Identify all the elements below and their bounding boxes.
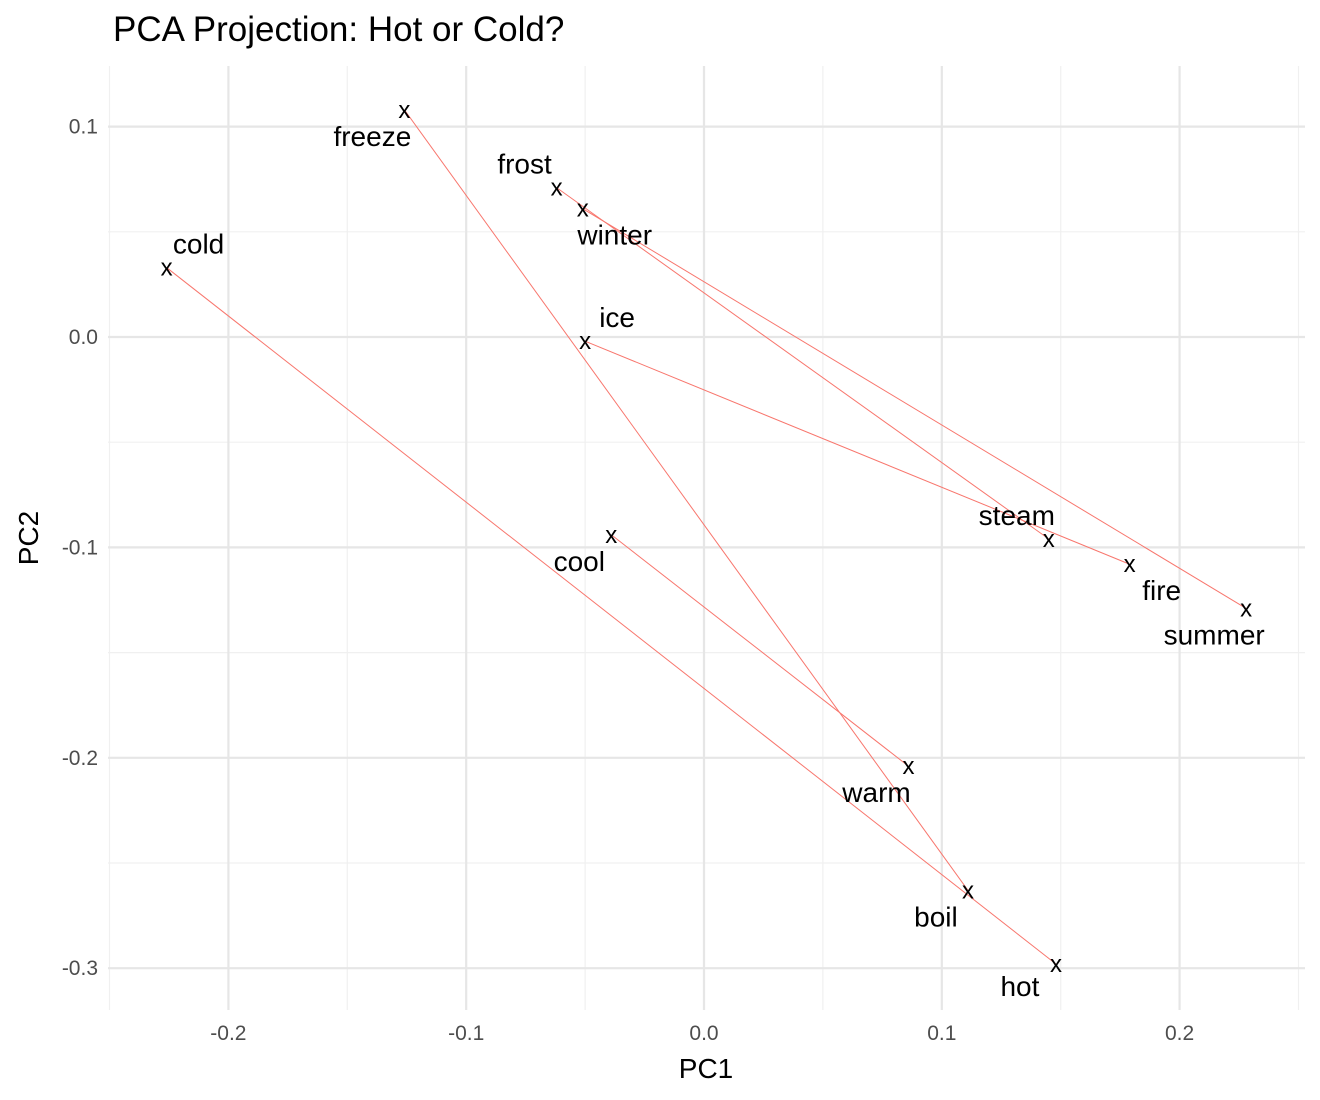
x-axis-title: PC1 [679,1053,733,1084]
x-tick-label: 0.1 [927,1022,956,1045]
point-marker: x [579,328,591,355]
point-label: summer [1164,619,1265,650]
pair-line [166,267,1057,965]
point-label: ice [599,302,635,333]
point-label: steam [979,500,1055,531]
point-marker: x [1043,526,1055,553]
point-marker: x [398,97,410,124]
y-tick-label: 0.0 [69,326,98,349]
x-tick-label: 0.0 [689,1022,718,1045]
point-label: cool [554,546,605,577]
y-tick-label: -0.3 [62,957,98,980]
data-points: xfreezexfrostxwinterxcoldxicexcoolxsteam… [161,97,1265,1002]
point-label: fire [1142,575,1181,606]
point-marker: x [903,753,915,780]
point-label: winter [576,220,652,251]
pair-line [556,187,1050,540]
x-tick-label: 0.2 [1165,1022,1194,1045]
point-marker: x [605,522,617,549]
x-tick-label: -0.2 [210,1022,246,1045]
point-label: boil [914,901,958,932]
x-axis-ticks: -0.2 -0.1 0.0 0.1 0.2 [210,1022,1194,1045]
pair-lines [166,109,1247,965]
grid [108,66,1305,1010]
point-marker: x [577,196,589,223]
pair-line [582,208,1247,609]
point-marker: x [1124,551,1136,578]
point-label: cold [173,229,224,260]
point-label: frost [497,149,552,180]
y-axis-ticks: -0.3 -0.2 -0.1 0.0 0.1 [62,116,98,981]
y-tick-label: 0.1 [69,116,98,139]
x-tick-label: -0.1 [448,1022,484,1045]
pair-line [403,109,969,891]
point-marker: x [161,255,173,282]
pair-line [610,534,909,767]
pair-line [584,340,1130,565]
point-label: warm [841,777,910,808]
point-label: hot [1000,971,1039,1002]
y-tick-label: -0.2 [62,747,98,770]
point-label: freeze [333,121,411,152]
point-marker: x [1050,951,1062,978]
chart-title: PCA Projection: Hot or Cold? [113,10,565,49]
y-axis-title: PC2 [13,511,44,565]
point-marker: x [551,175,563,202]
y-tick-label: -0.1 [62,536,98,559]
point-marker: x [962,877,974,904]
point-marker: x [1240,595,1252,622]
